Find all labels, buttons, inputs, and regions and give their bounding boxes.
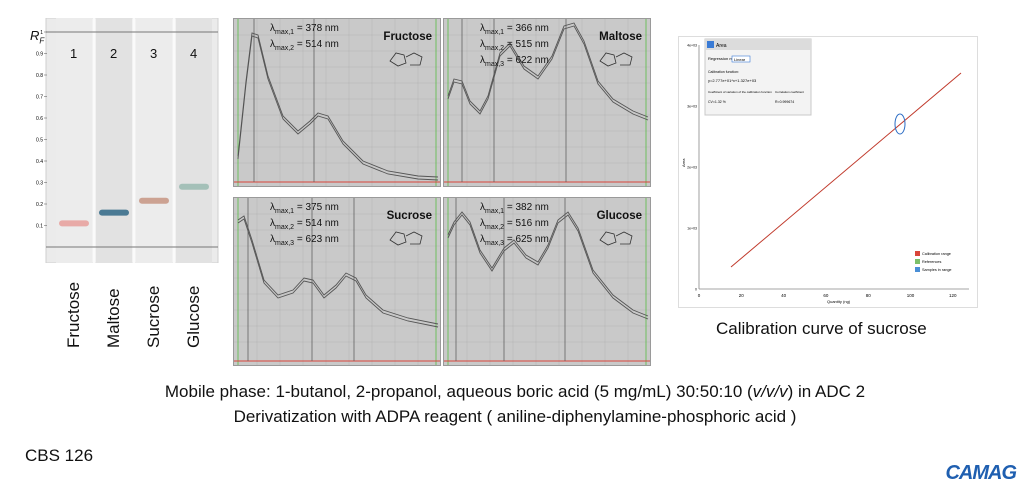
rf-tick-label: 0.1 bbox=[36, 224, 43, 230]
spectrum-panel-glucose: λmax,1 = 382 nm λmax,2 = 516 nm λmax,3 = 6… bbox=[443, 197, 651, 366]
lambda-max-label: λmax,2 = 514 nm bbox=[270, 218, 339, 231]
svg-text:Correlation coefficient: Correlation coefficient bbox=[775, 90, 804, 94]
spectrum-plot bbox=[234, 19, 440, 186]
spectrum-plot bbox=[444, 198, 650, 365]
x-tick-label: 80 bbox=[866, 293, 872, 298]
y-tick-label: 4e+03 bbox=[687, 44, 697, 48]
lane-label-sucrose: Sucrose bbox=[144, 285, 163, 348]
molecule-structure-icon bbox=[599, 52, 633, 67]
band-fructose bbox=[59, 220, 89, 227]
spectrum-curve bbox=[237, 218, 439, 328]
camag-logo: CAMAG bbox=[945, 462, 1017, 484]
x-tick-label: 20 bbox=[739, 293, 745, 298]
band-maltose bbox=[99, 209, 129, 216]
spectrum-curve bbox=[237, 35, 439, 181]
band-glucose bbox=[179, 183, 209, 190]
tlc-plate: 1 0.9 0.8 0.7 0.6 0.5 0.4 0.3 0.2 0.1 RF 1 2 3 4 bbox=[28, 17, 220, 264]
rf-tick-label: 0.8 bbox=[36, 73, 43, 79]
tlc-plate-image: 1 0.9 0.8 0.7 0.6 0.5 0.4 0.3 0.2 0.1 bbox=[36, 17, 219, 264]
spectrum-curve bbox=[447, 22, 649, 118]
lambda-max-label: λmax,2 = 514 nm bbox=[270, 39, 339, 52]
rf-tick-label: 0.7 bbox=[36, 95, 43, 101]
x-tick-label: 40 bbox=[781, 293, 787, 298]
lambda-max-label: λmax,2 = 515 nm bbox=[480, 39, 549, 52]
y-tick-label: 0 bbox=[695, 288, 697, 292]
lambda-max-label: λmax,1 = 382 nm bbox=[480, 202, 549, 215]
spectrum-panel-sucrose: λmax,1 = 375 nm λmax,2 = 514 nm λmax,3 = 6… bbox=[233, 197, 441, 366]
molecule-structure-icon bbox=[389, 231, 423, 246]
y-tick-label: 3e+03 bbox=[687, 105, 697, 109]
lane-label-maltose: Maltose bbox=[104, 288, 123, 348]
x-tick-label: 100 bbox=[907, 293, 915, 298]
lambda-max-label: λmax,1 = 378 nm bbox=[270, 23, 339, 36]
spectrum-title: Sucrose bbox=[386, 210, 432, 222]
x-tick-label: 0 bbox=[698, 293, 701, 298]
lambda-max-label: λmax,3 = 625 nm bbox=[480, 234, 549, 247]
regression-mode-select bbox=[731, 55, 751, 63]
rf-tick-label: 0.5 bbox=[36, 138, 43, 144]
legend-entry: Samples in range bbox=[922, 268, 952, 272]
lambda-max-label: λmax,1 = 375 nm bbox=[270, 202, 339, 215]
lambda-max-label: λmax,3 = 623 nm bbox=[270, 234, 339, 247]
spectrum-curve bbox=[237, 215, 439, 325]
rf-tick-label: 0.3 bbox=[36, 181, 43, 187]
spectrum-panel-fructose: λmax,1 = 378 nm λmax,2 = 514 nm Fructose bbox=[233, 18, 441, 187]
lane-label-fructose: Fructose bbox=[64, 281, 83, 348]
lambda-max-label: λmax,1 = 366 nm bbox=[480, 23, 549, 36]
spectrum-title: Fructose bbox=[383, 31, 432, 43]
x-tick-label: 120 bbox=[949, 293, 957, 298]
rf-tick-label: 1 bbox=[40, 30, 43, 36]
lane-number: 2 bbox=[110, 46, 118, 61]
svg-text:CV=1.32 %: CV=1.32 % bbox=[708, 100, 726, 104]
svg-text:Linear: Linear bbox=[734, 57, 746, 62]
spectrum-title: Maltose bbox=[599, 31, 642, 43]
rf-axis-label: RF bbox=[30, 28, 45, 46]
spectrum-curve bbox=[447, 214, 649, 320]
spectrum-curve bbox=[447, 211, 649, 317]
molecule-structure-icon bbox=[599, 231, 633, 246]
molecule-structure-icon bbox=[389, 52, 423, 67]
derivatization-text: Derivatization with ADPA reagent ( anili… bbox=[233, 407, 797, 426]
rf-tick-label: 0.2 bbox=[36, 202, 43, 208]
svg-text:Calibration function:: Calibration function: bbox=[708, 70, 739, 74]
spectrum-curve bbox=[447, 25, 649, 121]
rf-tick-label: 0.4 bbox=[36, 159, 43, 165]
lane-number: 1 bbox=[70, 46, 78, 61]
x-tick-label: 60 bbox=[823, 293, 829, 298]
calibration-caption: Calibration curve of sucrose bbox=[716, 319, 927, 338]
lane-label-glucose: Glucose bbox=[184, 285, 203, 348]
svg-text:R=0.999674: R=0.999674 bbox=[775, 100, 794, 104]
regression-tab-label: Area bbox=[716, 43, 727, 49]
regression-info-box bbox=[704, 38, 812, 116]
lambda-max-label: λmax,2 = 516 nm bbox=[480, 218, 549, 231]
spectrum-plot bbox=[444, 19, 650, 186]
legend-entry: Calibration range bbox=[922, 252, 951, 256]
calibration-chart: Area Regression mode: Linear Calibration… bbox=[678, 36, 978, 308]
svg-text:Coefficient of variation of th: Coefficient of variation of the calibrat… bbox=[708, 90, 772, 94]
y-axis-label: Area bbox=[681, 158, 686, 167]
y-tick-label: 1e+03 bbox=[687, 227, 697, 231]
rf-tick-label: 0.6 bbox=[36, 116, 43, 122]
svg-text:Regression mode:: Regression mode: bbox=[708, 56, 740, 61]
mobile-phase-text: Mobile phase: 1-butanol, 2-propanol, aqu… bbox=[164, 382, 866, 401]
legend-entry: References bbox=[922, 260, 942, 264]
spectrum-curve bbox=[237, 32, 439, 178]
calibration-plot: Area Regression mode: Linear Calibration… bbox=[681, 38, 969, 304]
rf-tick-label: 0.9 bbox=[36, 52, 43, 58]
spectrum-title: Glucose bbox=[596, 210, 642, 222]
x-axis-label: Quantity (ng) bbox=[827, 299, 851, 304]
svg-text:y=2.777e+01*x+1.327e+03: y=2.777e+01*x+1.327e+03 bbox=[708, 78, 757, 83]
spectrum-plot bbox=[234, 198, 440, 365]
lane-number: 3 bbox=[150, 46, 158, 61]
document-code: CBS 126 bbox=[25, 446, 94, 465]
lambda-max-label: λmax,3 = 622 nm bbox=[480, 55, 549, 68]
lane-number: 4 bbox=[190, 46, 198, 61]
y-tick-label: 2e+03 bbox=[687, 166, 697, 170]
highlight-ellipse bbox=[894, 113, 906, 135]
spectrum-panel-maltose: λmax,1 = 366 nm λmax,2 = 515 nm λmax,3 = 6… bbox=[443, 18, 651, 187]
band-sucrose bbox=[139, 197, 169, 204]
